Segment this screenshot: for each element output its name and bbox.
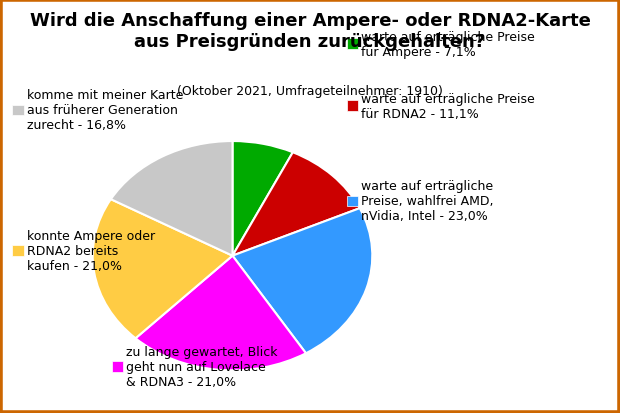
Text: komme mit meiner Karte
aus früherer Generation
zurecht - 16,8%: komme mit meiner Karte aus früherer Gene… [27,89,183,132]
Text: Wird die Anschaffung einer Ampere- oder RDNA2-Karte
aus Preisgründen zurückgehal: Wird die Anschaffung einer Ampere- oder … [30,12,590,51]
Text: zu lange gewartet, Blick
geht nun auf Lovelace
& RDNA3 - 21,0%: zu lange gewartet, Blick geht nun auf Lo… [126,345,277,388]
Wedge shape [232,209,373,354]
Wedge shape [111,142,232,256]
Wedge shape [92,200,232,338]
Wedge shape [232,153,360,256]
Text: warte auf erträgliche Preise
für Ampere - 7,1%: warte auf erträgliche Preise für Ampere … [361,31,535,58]
Text: konnte Ampere oder
RDNA2 bereits
kaufen - 21,0%: konnte Ampere oder RDNA2 bereits kaufen … [27,230,155,272]
Wedge shape [136,256,306,370]
Text: warte auf erträgliche
Preise, wahlfrei AMD,
nVidia, Intel - 23,0%: warte auf erträgliche Preise, wahlfrei A… [361,180,494,223]
Text: warte auf erträgliche Preise
für RDNA2 - 11,1%: warte auf erträgliche Preise für RDNA2 -… [361,93,535,120]
Wedge shape [232,142,293,256]
Text: (Oktober 2021, Umfrageteilnehmer: 1910): (Oktober 2021, Umfrageteilnehmer: 1910) [177,85,443,97]
